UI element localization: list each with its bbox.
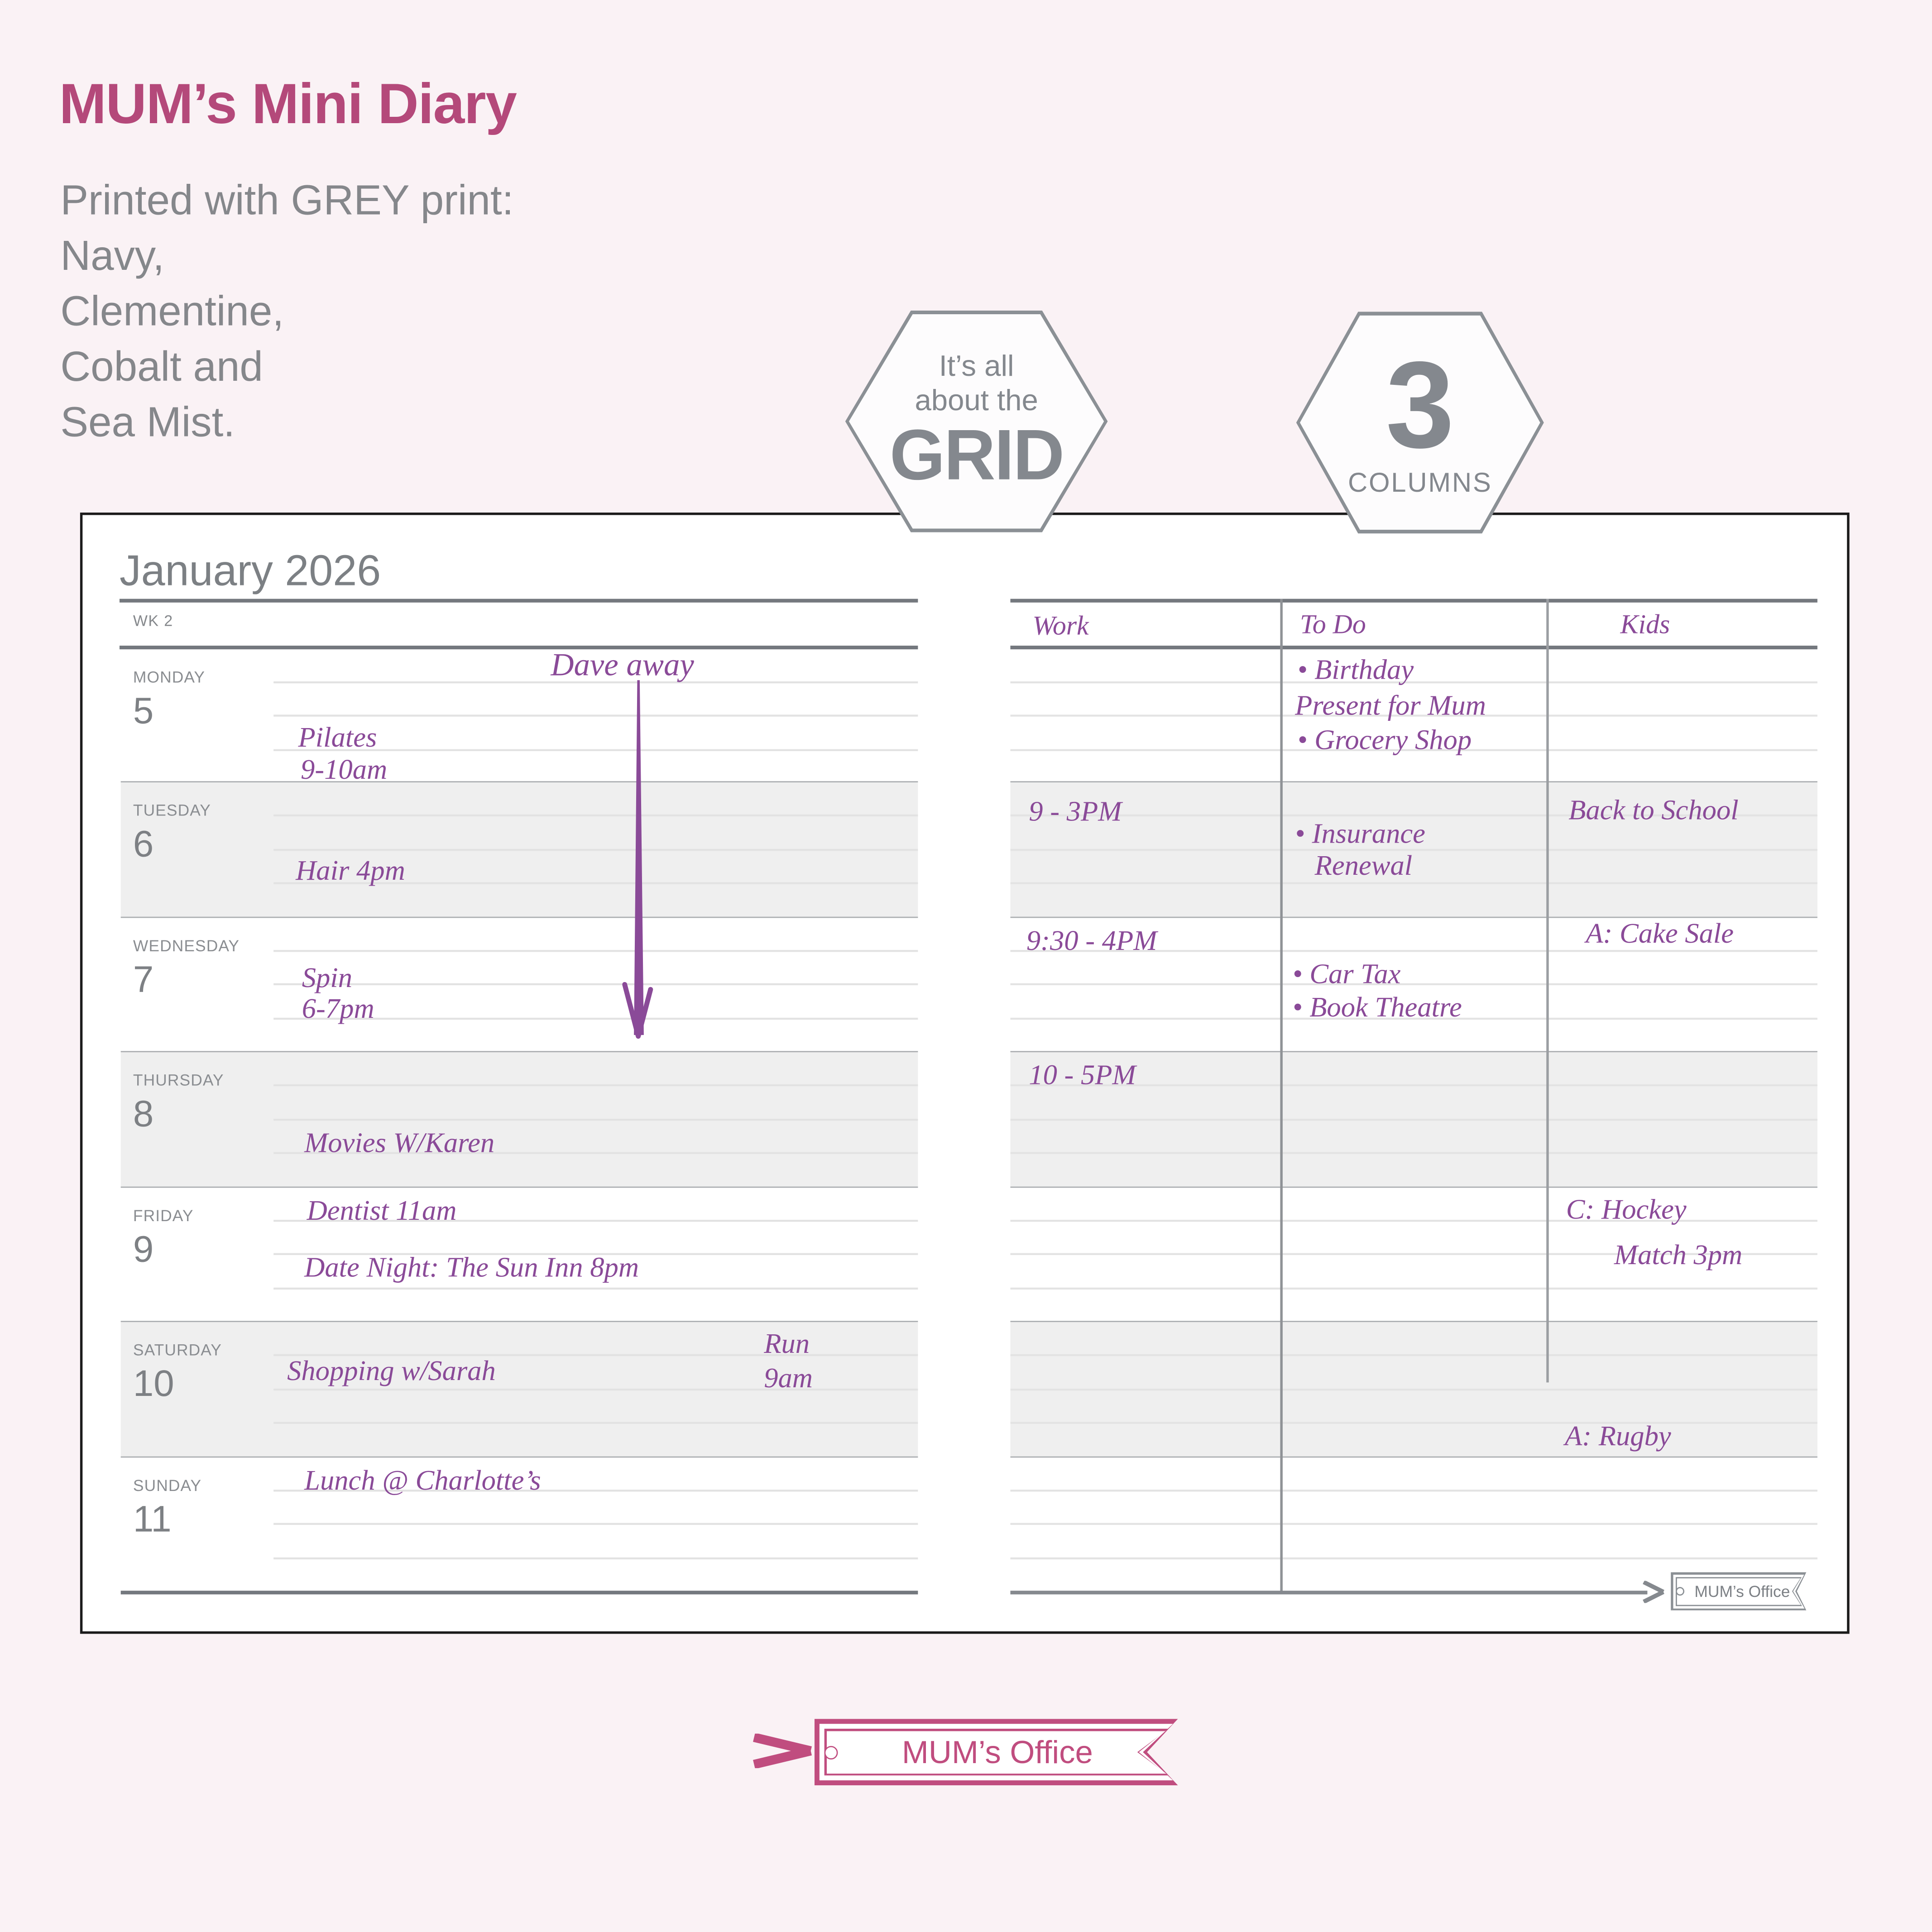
grid-row bbox=[1010, 916, 1817, 1052]
grid-row bbox=[1010, 648, 1817, 784]
day-row-saturday: SATURDAY 10 bbox=[120, 1321, 918, 1457]
day-number: 11 bbox=[133, 1499, 172, 1540]
columns-badge-label: COLUMNS bbox=[1348, 467, 1492, 498]
columns-badge: 3 COLUMNS bbox=[1296, 312, 1544, 534]
grid-row bbox=[1010, 781, 1817, 918]
grid-badge-line1: It’s all bbox=[939, 350, 1014, 384]
tag-arrow-icon bbox=[1643, 1581, 1664, 1603]
entry-todo-insurance: • Insurance bbox=[1295, 818, 1425, 849]
tag-hole bbox=[824, 1746, 838, 1760]
entry-movies: Movies W/Karen bbox=[304, 1127, 495, 1159]
day-name: FRIDAY bbox=[133, 1205, 194, 1224]
month-title: January 2026 bbox=[119, 547, 381, 595]
entry-work-thursday: 10 - 5PM bbox=[1029, 1059, 1136, 1091]
day-name: SUNDAY bbox=[133, 1475, 202, 1494]
entry-kids-school: Back to School bbox=[1568, 795, 1739, 826]
day-number: 10 bbox=[133, 1364, 174, 1405]
page-title: MUM’s Mini Diary bbox=[59, 71, 517, 136]
entry-todo-book-theatre: • Book Theatre bbox=[1292, 992, 1462, 1023]
entry-kids-hockey-time: Match 3pm bbox=[1614, 1239, 1743, 1270]
subtitle-line: Navy, bbox=[60, 233, 164, 280]
entry-run-time: 9am bbox=[764, 1362, 813, 1394]
week-label: WK 2 bbox=[133, 612, 173, 630]
subtitle-line: Printed with GREY print: bbox=[60, 177, 514, 225]
day-row-wednesday: WEDNESDAY 7 bbox=[120, 916, 918, 1052]
entry-kids-hockey: C: Hockey bbox=[1566, 1194, 1687, 1225]
entry-pilates-time: 9-10am bbox=[300, 754, 388, 785]
entry-hair: Hair 4pm bbox=[296, 855, 405, 886]
divider bbox=[1010, 645, 1817, 649]
column-divider bbox=[1546, 599, 1548, 1383]
tag-hole bbox=[1675, 1587, 1685, 1596]
footer-tag-label: MUM’s Office bbox=[901, 1733, 1093, 1770]
entry-shopping: Shopping w/Sarah bbox=[287, 1355, 496, 1386]
subtitle-line: Cobalt and bbox=[60, 344, 263, 391]
day-number: 7 bbox=[133, 959, 154, 1000]
entry-dave-away: Dave away bbox=[551, 647, 694, 683]
entry-lunch: Lunch @ Charlotte’s bbox=[304, 1465, 541, 1496]
day-number: 5 bbox=[133, 690, 154, 732]
entry-todo-renewal: Renewal bbox=[1314, 850, 1413, 881]
divider bbox=[119, 599, 918, 602]
grid-badge: It’s all about the GRID bbox=[845, 310, 1108, 532]
grid-badge-word: GRID bbox=[889, 415, 1064, 495]
ribbon-cut-icon bbox=[753, 1733, 812, 1769]
column-header-kids: Kids bbox=[1620, 609, 1670, 640]
day-name: WEDNESDAY bbox=[133, 935, 240, 954]
day-number: 8 bbox=[133, 1094, 154, 1135]
subtitle-block: Printed with GREY print: Navy, Clementin… bbox=[60, 174, 513, 451]
day-row-sunday: SUNDAY 11 bbox=[120, 1456, 918, 1592]
divider bbox=[120, 1591, 918, 1594]
entry-run: Run bbox=[764, 1328, 810, 1359]
entry-work-tuesday: 9 - 3PM bbox=[1029, 796, 1122, 827]
subtitle-line: Sea Mist. bbox=[60, 399, 235, 446]
day-row-tuesday: TUESDAY 6 bbox=[120, 781, 918, 918]
grid-row bbox=[1010, 1456, 1817, 1592]
day-row-friday: FRIDAY 9 bbox=[120, 1186, 918, 1322]
day-row-thursday: THURSDAY 8 bbox=[120, 1051, 918, 1187]
day-name: THURSDAY bbox=[133, 1070, 224, 1089]
entry-spin: Spin bbox=[302, 962, 352, 993]
footer-tag: MUM’s Office bbox=[814, 1719, 1178, 1786]
dave-away-arrow-icon bbox=[622, 680, 653, 1039]
entry-todo-grocery: • Grocery Shop bbox=[1297, 724, 1472, 756]
day-name: SATURDAY bbox=[133, 1340, 222, 1359]
entry-pilates: Pilates bbox=[298, 722, 377, 753]
entry-todo-birthday: • Birthday bbox=[1297, 654, 1414, 686]
column-header-todo: To Do bbox=[1299, 609, 1366, 640]
entry-kids-cake-sale: A: Cake Sale bbox=[1586, 918, 1734, 949]
grid-row bbox=[1010, 1321, 1817, 1457]
corner-tag-label: MUM’s Office bbox=[1694, 1582, 1790, 1601]
entry-todo-car-tax: • Car Tax bbox=[1292, 959, 1401, 990]
entry-work-wednesday: 9:30 - 4PM bbox=[1026, 925, 1157, 956]
grid-row bbox=[1010, 1051, 1817, 1187]
column-divider bbox=[1280, 599, 1282, 1592]
entry-spin-time: 6-7pm bbox=[302, 993, 374, 1024]
divider bbox=[1010, 599, 1817, 602]
columns-badge-number: 3 bbox=[1385, 336, 1454, 475]
entry-kids-rugby: A: Rugby bbox=[1565, 1420, 1671, 1452]
diary-spread: January 2026 WK 2 MONDAY 5 TUESDAY 6 WED… bbox=[80, 513, 1850, 1634]
grid-row bbox=[1010, 1186, 1817, 1322]
day-name: TUESDAY bbox=[133, 801, 211, 820]
corner-tag: MUM’s Office bbox=[1671, 1572, 1807, 1611]
tag-arrow-line bbox=[1010, 1591, 1648, 1594]
entry-date-night: Date Night: The Sun Inn 8pm bbox=[304, 1251, 639, 1283]
entry-dentist: Dentist 11am bbox=[307, 1195, 457, 1226]
day-name: MONDAY bbox=[133, 667, 206, 686]
day-number: 6 bbox=[133, 824, 154, 865]
day-row-monday: MONDAY 5 bbox=[120, 648, 918, 784]
day-number: 9 bbox=[133, 1229, 154, 1270]
subtitle-line: Clementine, bbox=[60, 288, 284, 336]
entry-todo-present: Present for Mum bbox=[1295, 690, 1486, 721]
divider bbox=[119, 645, 918, 649]
grid-badge-line2: about the bbox=[915, 384, 1038, 418]
column-header-work: Work bbox=[1032, 610, 1089, 641]
